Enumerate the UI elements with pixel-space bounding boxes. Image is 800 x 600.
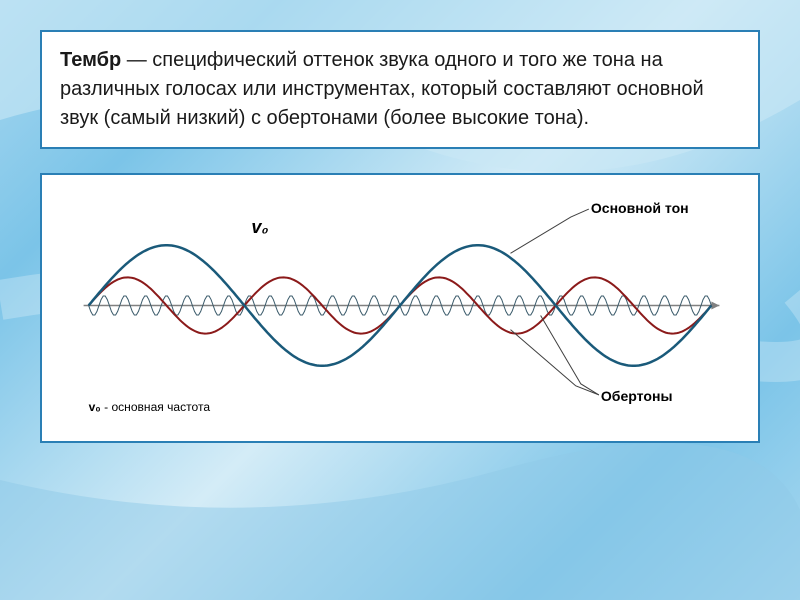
freq-symbol: v₀ bbox=[251, 217, 268, 237]
freq-note: v₀ - основная частота bbox=[89, 400, 211, 414]
diagram-box: v₀ Основной тон Обертоны v₀ - основная част… bbox=[40, 173, 760, 443]
waveform-diagram: v₀ Основной тон Обертоны v₀ - основная част… bbox=[62, 195, 738, 421]
definition-text: — специфический оттенок звука одного и т… bbox=[60, 49, 704, 129]
definition-box: Тембр — специфический оттенок звука одно… bbox=[40, 30, 760, 149]
definition-term: Тембр bbox=[60, 49, 121, 71]
content-wrapper: Тембр — специфический оттенок звука одно… bbox=[0, 0, 800, 473]
label-overtones: Обертоны bbox=[601, 388, 673, 404]
label-main-tone: Основной тон bbox=[591, 200, 689, 216]
